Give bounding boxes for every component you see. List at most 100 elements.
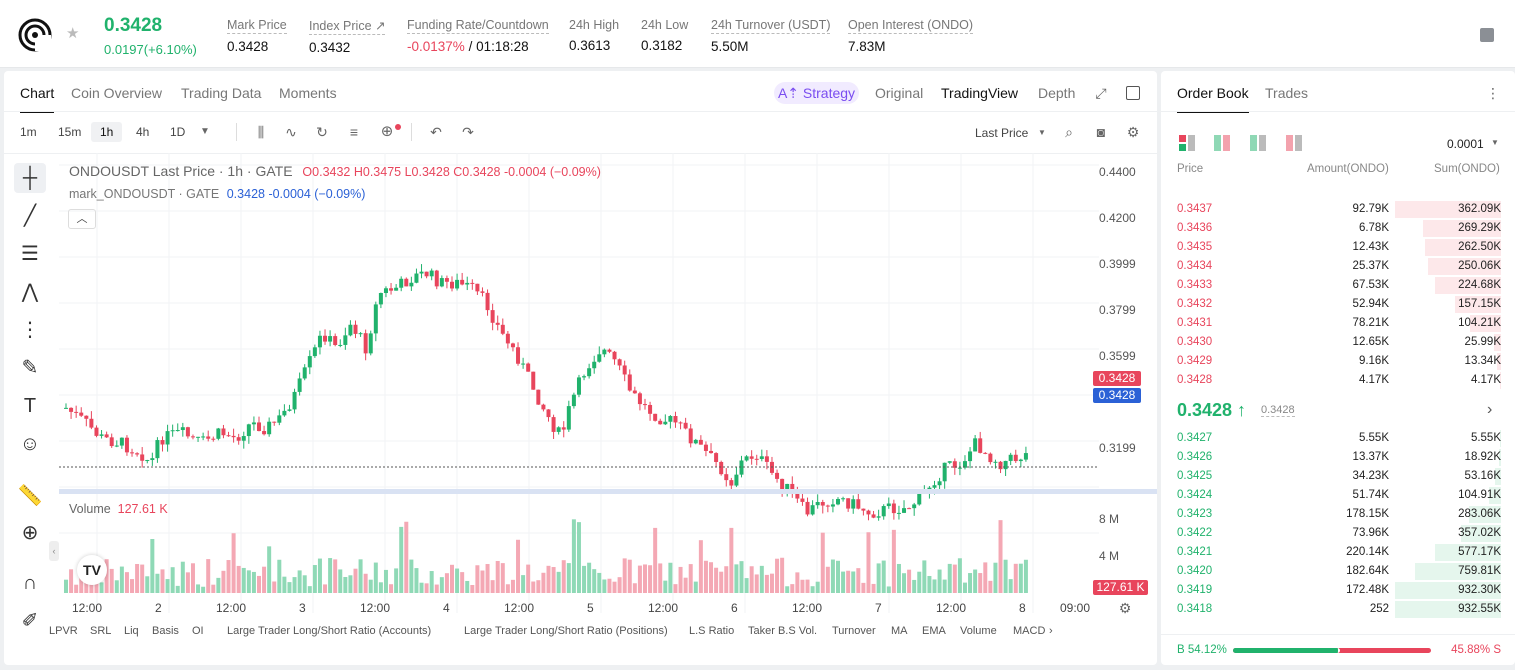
search-icon[interactable]: ⌕ bbox=[1065, 124, 1073, 140]
favorite-star-icon[interactable]: ★ bbox=[66, 25, 80, 42]
view-depth[interactable]: Depth bbox=[1038, 85, 1076, 101]
view-both-icon[interactable] bbox=[1179, 135, 1195, 151]
indicator-lpvr[interactable]: LPVR bbox=[49, 625, 78, 637]
more-options-icon[interactable]: ⋮ bbox=[1486, 85, 1500, 101]
bid-row[interactable]: 0.3427 5.55K 5.55K bbox=[1161, 429, 1515, 448]
interval-1m[interactable]: 1m bbox=[20, 125, 37, 139]
tab-chart[interactable]: Chart bbox=[20, 85, 55, 113]
bid-row[interactable]: 0.3418 252 932.55K bbox=[1161, 600, 1515, 619]
bid-row[interactable]: 0.3426 13.37K 18.92K bbox=[1161, 448, 1515, 467]
undo-icon[interactable]: ↶ bbox=[430, 124, 442, 140]
index-price-stat[interactable]: Index Price ↗ 0.3432 bbox=[309, 19, 386, 55]
collapse-legend-button[interactable]: ︿ bbox=[68, 209, 96, 229]
eraser-icon[interactable]: ✐ bbox=[21, 610, 39, 632]
price-chart[interactable] bbox=[59, 153, 1099, 613]
turnover-stat[interactable]: 24h Turnover (USDT) 5.50M bbox=[711, 18, 831, 54]
ruler-icon[interactable]: 📏 bbox=[17, 485, 43, 507]
pane-divider[interactable] bbox=[59, 489, 1157, 494]
ask-row[interactable]: 0.3430 12.65K 25.99K bbox=[1161, 333, 1515, 352]
open-interest-stat[interactable]: Open Interest (ONDO) 7.83M bbox=[848, 18, 974, 54]
view-sell-icon[interactable] bbox=[1286, 135, 1302, 151]
tab-coin-overview[interactable]: Coin Overview bbox=[71, 85, 163, 101]
tab-trades[interactable]: Trades bbox=[1265, 85, 1309, 101]
bid-row[interactable]: 0.3419 172.48K 932.30K bbox=[1161, 581, 1515, 600]
ask-row[interactable]: 0.3434 25.37K 250.06K bbox=[1161, 257, 1515, 276]
indicator-basis[interactable]: Basis bbox=[152, 625, 179, 637]
price-source-select[interactable]: Last Price bbox=[975, 126, 1029, 140]
price-source-dropdown-icon[interactable]: ▼ bbox=[1038, 128, 1046, 137]
indicator-taker-vol[interactable]: Taker B.S Vol. bbox=[748, 625, 818, 637]
interval-4h[interactable]: 4h bbox=[136, 125, 150, 139]
ask-row[interactable]: 0.3428 4.17K 4.17K bbox=[1161, 371, 1515, 390]
chart-settings-icon[interactable]: ⚙ bbox=[1118, 600, 1132, 616]
bid-row[interactable]: 0.3421 220.14K 577.17K bbox=[1161, 543, 1515, 562]
indicator-oi[interactable]: OI bbox=[192, 625, 204, 637]
text-tool-icon[interactable]: T bbox=[23, 395, 37, 417]
ask-row[interactable]: 0.3435 12.43K 262.50K bbox=[1161, 238, 1515, 257]
pattern-icon[interactable]: ⋀ bbox=[21, 281, 39, 303]
precision-select[interactable]: 0.0001 bbox=[1447, 137, 1484, 151]
bid-row[interactable]: 0.3422 73.96K 357.02K bbox=[1161, 524, 1515, 543]
tab-trading-data[interactable]: Trading Data bbox=[181, 85, 262, 101]
book-icon[interactable] bbox=[1480, 28, 1494, 42]
ask-row[interactable]: 0.3432 52.94K 157.15K bbox=[1161, 295, 1515, 314]
view-original[interactable]: Original bbox=[875, 85, 924, 101]
ask-row[interactable]: 0.3436 6.78K 269.29K bbox=[1161, 219, 1515, 238]
precision-dropdown-icon[interactable]: ▼ bbox=[1491, 138, 1499, 147]
interval-15m[interactable]: 15m bbox=[58, 125, 82, 139]
replay-icon[interactable]: ↻ bbox=[316, 124, 328, 140]
indicator-liq[interactable]: Liq bbox=[124, 625, 139, 637]
interval-dropdown-icon[interactable]: ▼ bbox=[200, 126, 210, 137]
indicator-ls-positions[interactable]: Large Trader Long/Short Ratio (Positions… bbox=[464, 625, 668, 637]
tradingview-logo-icon[interactable]: TV bbox=[77, 555, 107, 585]
candle-type-icon[interactable]: ⫼ bbox=[257, 124, 265, 140]
expand-icon[interactable]: ⤢ bbox=[1095, 85, 1107, 101]
view-buy-icon[interactable] bbox=[1250, 135, 1266, 151]
add-indicator-icon[interactable]: ⊕ bbox=[380, 123, 394, 140]
fib-icon[interactable]: ⋮ bbox=[20, 319, 40, 341]
view-tradingview[interactable]: TradingView bbox=[941, 85, 1019, 101]
indicator-ema[interactable]: EMA bbox=[922, 625, 946, 637]
indicator-ls-ratio[interactable]: L.S Ratio bbox=[689, 625, 735, 637]
redo-icon[interactable]: ↷ bbox=[462, 124, 474, 140]
indicator-ls-accounts[interactable]: Large Trader Long/Short Ratio (Accounts) bbox=[227, 625, 432, 637]
zoom-in-icon[interactable]: ⊕ bbox=[21, 522, 39, 544]
indicators-icon[interactable]: ∿ bbox=[285, 124, 297, 140]
collapse-toolbar-icon[interactable]: ‹ bbox=[49, 541, 59, 561]
exchange-logo-icon[interactable] bbox=[18, 18, 52, 52]
ask-row[interactable]: 0.3429 9.16K 13.34K bbox=[1161, 352, 1515, 371]
trend-line-icon[interactable]: ╱ bbox=[23, 205, 37, 227]
strategy-button[interactable]: A⇡ Strategy bbox=[774, 82, 859, 104]
brush-icon[interactable]: ✎ bbox=[21, 357, 39, 379]
ask-row[interactable]: 0.3431 78.21K 104.21K bbox=[1161, 314, 1515, 333]
bid-row[interactable]: 0.3425 34.23K 53.16K bbox=[1161, 467, 1515, 486]
notification-dot bbox=[395, 124, 401, 130]
interval-1d[interactable]: 1D bbox=[170, 125, 186, 139]
indicator-macd[interactable]: MACD bbox=[1013, 625, 1045, 637]
horizontal-lines-icon[interactable]: ☰ bbox=[21, 243, 39, 265]
indicator-ma[interactable]: MA bbox=[891, 625, 908, 637]
window-icon[interactable] bbox=[1126, 86, 1140, 100]
bid-row[interactable]: 0.3424 51.74K 104.91K bbox=[1161, 486, 1515, 505]
indicator-srl[interactable]: SRL bbox=[90, 625, 112, 637]
tab-moments[interactable]: Moments bbox=[279, 85, 337, 101]
interval-1h[interactable]: 1h bbox=[91, 122, 123, 142]
settings-gear-icon[interactable]: ⚙ bbox=[1126, 124, 1140, 140]
bid-row[interactable]: 0.3420 182.64K 759.81K bbox=[1161, 562, 1515, 581]
camera-icon[interactable]: ◙ bbox=[1096, 124, 1106, 140]
magnet-icon[interactable]: ∩ bbox=[22, 572, 38, 594]
funding-rate-stat[interactable]: Funding Rate/Countdown -0.0137% / 01:18:… bbox=[407, 18, 549, 54]
indicator-volume[interactable]: Volume bbox=[960, 625, 997, 637]
view-bids-icon[interactable] bbox=[1214, 135, 1230, 151]
template-icon[interactable]: ≡ bbox=[349, 124, 359, 140]
mark-price-stat[interactable]: Mark Price 0.3428 bbox=[227, 18, 287, 54]
emoji-icon[interactable]: ☺ bbox=[19, 433, 41, 455]
scroll-right-icon[interactable]: › bbox=[1049, 625, 1053, 637]
bid-row[interactable]: 0.3423 178.15K 283.06K bbox=[1161, 505, 1515, 524]
crosshair-icon[interactable]: ┼ bbox=[14, 163, 46, 193]
ask-row[interactable]: 0.3437 92.79K 362.09K bbox=[1161, 200, 1515, 219]
ask-row[interactable]: 0.3433 67.53K 224.68K bbox=[1161, 276, 1515, 295]
indicator-turnover[interactable]: Turnover bbox=[832, 625, 876, 637]
tab-order-book[interactable]: Order Book bbox=[1177, 85, 1249, 113]
chevron-right-icon[interactable]: › bbox=[1487, 401, 1493, 418]
